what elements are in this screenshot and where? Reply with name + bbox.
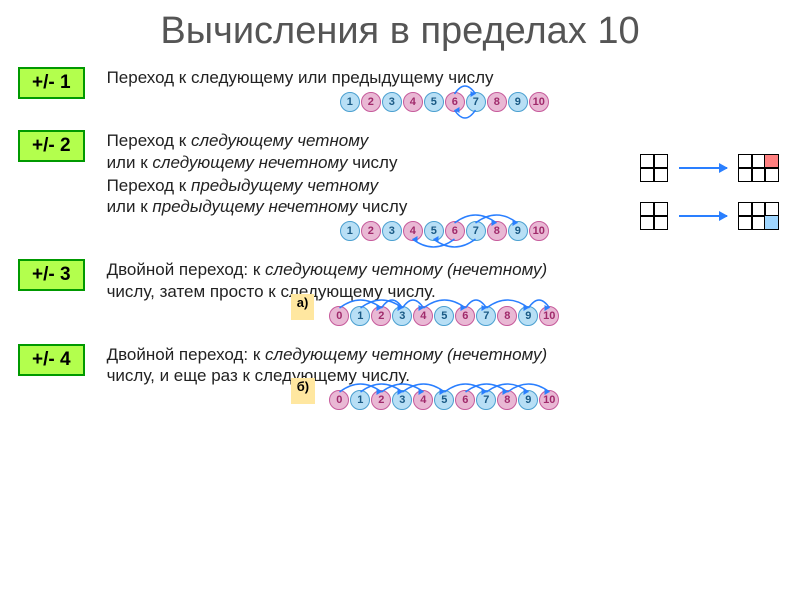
grid-illustration	[641, 155, 778, 181]
number-circle: 2	[361, 221, 381, 241]
row-label: a)	[291, 294, 315, 320]
operation-badge: +/- 4	[18, 344, 85, 376]
number-line: 012345678910	[107, 390, 782, 410]
arrow-icon	[679, 215, 727, 217]
number-circle: 4	[403, 221, 423, 241]
number-circle: 0	[329, 306, 349, 326]
section: +/- 2Переход к следующему четномуили к с…	[0, 130, 800, 249]
row-label: б)	[291, 378, 315, 404]
page-title: Вычисления в пределах 10	[0, 0, 800, 67]
number-circle: 7	[466, 221, 486, 241]
number-circle: 3	[382, 92, 402, 112]
section: +/- 1 Переход к следующему или предыдущем…	[0, 67, 800, 120]
number-circle: 6	[455, 306, 475, 326]
number-circle: 9	[518, 390, 538, 410]
description-line: Переход к следующему или предыдущему чис…	[107, 67, 782, 88]
number-circle: 2	[371, 306, 391, 326]
number-line: 012345678910	[107, 306, 782, 326]
number-circle: 8	[487, 221, 507, 241]
number-circle: 4	[413, 390, 433, 410]
number-circle: 4	[413, 306, 433, 326]
grid	[641, 203, 667, 229]
number-circle: 9	[508, 221, 528, 241]
number-circle: 6	[455, 390, 475, 410]
number-circle: 10	[539, 306, 559, 326]
grid	[739, 155, 778, 181]
operation-badge: +/- 2	[18, 130, 85, 162]
number-circle: 1	[350, 306, 370, 326]
number-circle: 4	[403, 92, 423, 112]
operation-badge: +/- 1	[18, 67, 85, 99]
number-circle: 5	[424, 92, 444, 112]
grid	[739, 203, 778, 229]
number-circle: 0	[329, 390, 349, 410]
section: +/- 4 Двойной переход: к следующему четно…	[0, 344, 800, 419]
number-circle: 9	[518, 306, 538, 326]
number-circle: 9	[508, 92, 528, 112]
number-circle: 8	[497, 306, 517, 326]
number-circle: 1	[350, 390, 370, 410]
number-circle: 6	[445, 92, 465, 112]
section: +/- 3 Двойной переход: к следующему четно…	[0, 259, 800, 334]
number-circle: 10	[529, 92, 549, 112]
grid	[641, 155, 667, 181]
description-line: Двойной переход: к следующему четному (н…	[107, 344, 782, 387]
number-circle: 3	[392, 306, 412, 326]
number-circle: 5	[434, 306, 454, 326]
number-circle: 2	[361, 92, 381, 112]
number-circle: 5	[424, 221, 444, 241]
number-circle: 10	[539, 390, 559, 410]
number-circle: 5	[434, 390, 454, 410]
number-circle: 3	[382, 221, 402, 241]
arrow-icon	[679, 167, 727, 169]
description-line: Двойной переход: к следующему четному (н…	[107, 259, 782, 302]
number-circle: 8	[497, 390, 517, 410]
number-circle: 3	[392, 390, 412, 410]
number-circle: 7	[476, 390, 496, 410]
number-circle: 7	[476, 306, 496, 326]
number-circle: 1	[340, 221, 360, 241]
number-circle: 8	[487, 92, 507, 112]
number-circle: 1	[340, 92, 360, 112]
operation-badge: +/- 3	[18, 259, 85, 291]
number-line: 12345678910	[107, 92, 782, 112]
number-circle: 10	[529, 221, 549, 241]
number-circle: 7	[466, 92, 486, 112]
number-circle: 6	[445, 221, 465, 241]
grid-illustration	[641, 203, 778, 229]
number-circle: 2	[371, 390, 391, 410]
